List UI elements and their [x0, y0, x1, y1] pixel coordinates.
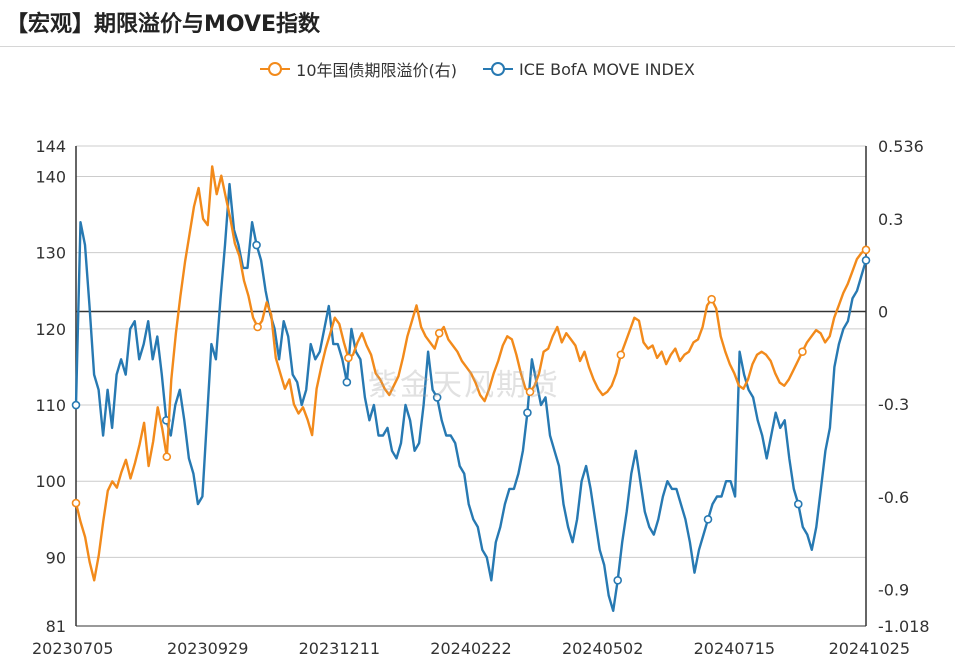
- data-point-marker: [798, 347, 807, 357]
- left-tick-label: 110: [35, 396, 66, 415]
- left-tick-label: 90: [46, 548, 66, 567]
- x-tick-label: 20241025: [829, 639, 910, 658]
- data-point-marker: [861, 255, 871, 265]
- series-line-term-premium: [74, 165, 867, 582]
- data-point-marker: [793, 499, 803, 509]
- right-tick-label: 0: [878, 303, 888, 322]
- x-tick-label: 20231211: [299, 639, 380, 658]
- right-tick-label: -0.9: [878, 581, 909, 600]
- left-axis-ticks: 81 90 100 110 120 130 140 144: [35, 137, 66, 636]
- x-axis-ticks: 20230705 20230929 20231211 20240222 20240502…: [32, 639, 910, 658]
- legend-marker-blue: [483, 62, 513, 76]
- data-point-marker: [253, 322, 262, 332]
- legend-label-term-premium: 10年国债期限溢价(右): [296, 61, 457, 80]
- data-point-marker: [342, 377, 352, 387]
- x-tick-label: 20240502: [562, 639, 643, 658]
- data-point-marker: [344, 353, 353, 363]
- data-point-marker: [703, 515, 713, 524]
- x-tick-label: 20230705: [32, 639, 113, 658]
- data-point-marker: [523, 408, 532, 417]
- chart-legend[interactable]: 10年国债期限溢价(右) ICE BofA MOVE INDEX: [0, 57, 955, 81]
- title-divider: [0, 46, 955, 47]
- data-point-marker: [432, 393, 442, 402]
- legend-label-move-index: ICE BofA MOVE INDEX: [519, 59, 695, 79]
- data-point-marker: [252, 240, 261, 250]
- legend-marker-orange: [260, 62, 291, 76]
- right-tick-label: -1.018: [878, 617, 930, 636]
- data-point-marker: [616, 350, 626, 360]
- x-tick-label: 20240222: [430, 639, 511, 658]
- left-tick-label: 130: [35, 244, 66, 263]
- data-point-marker: [525, 387, 535, 397]
- left-tick-label: 81: [46, 617, 66, 636]
- left-tick-label: 140: [35, 167, 66, 186]
- data-point-marker: [707, 294, 716, 304]
- right-tick-label: -0.3: [878, 395, 909, 414]
- watermark: 紫金天风期货: [368, 368, 560, 403]
- right-tick-label: 0.536: [878, 137, 924, 156]
- left-tick-label: 120: [35, 320, 66, 339]
- left-tick-label: 100: [35, 472, 66, 491]
- chart-title: 【宏观】期限溢价与MOVE指数: [6, 12, 321, 37]
- legend-item-term-premium[interactable]: 10年国债期限溢价(右): [260, 57, 457, 81]
- left-tick-label: 144: [35, 137, 66, 156]
- data-point-marker: [434, 328, 444, 338]
- right-tick-label: -0.6: [878, 488, 909, 507]
- data-point-marker: [71, 400, 81, 410]
- data-point-marker: [861, 245, 871, 255]
- right-tick-label: 0.3: [878, 210, 903, 229]
- right-axis-ticks: -1.018 -0.9 -0.6 -0.3 0 0.3 0.536: [878, 137, 930, 636]
- data-point-marker: [71, 498, 81, 508]
- data-point-marker: [613, 575, 623, 585]
- legend-item-move-index[interactable]: ICE BofA MOVE INDEX: [483, 57, 695, 81]
- series-layer: [71, 165, 871, 612]
- data-point-marker: [162, 452, 172, 462]
- series-line-move-index: [74, 182, 868, 612]
- x-tick-label: 20240715: [694, 639, 775, 658]
- x-tick-label: 20230929: [167, 639, 248, 658]
